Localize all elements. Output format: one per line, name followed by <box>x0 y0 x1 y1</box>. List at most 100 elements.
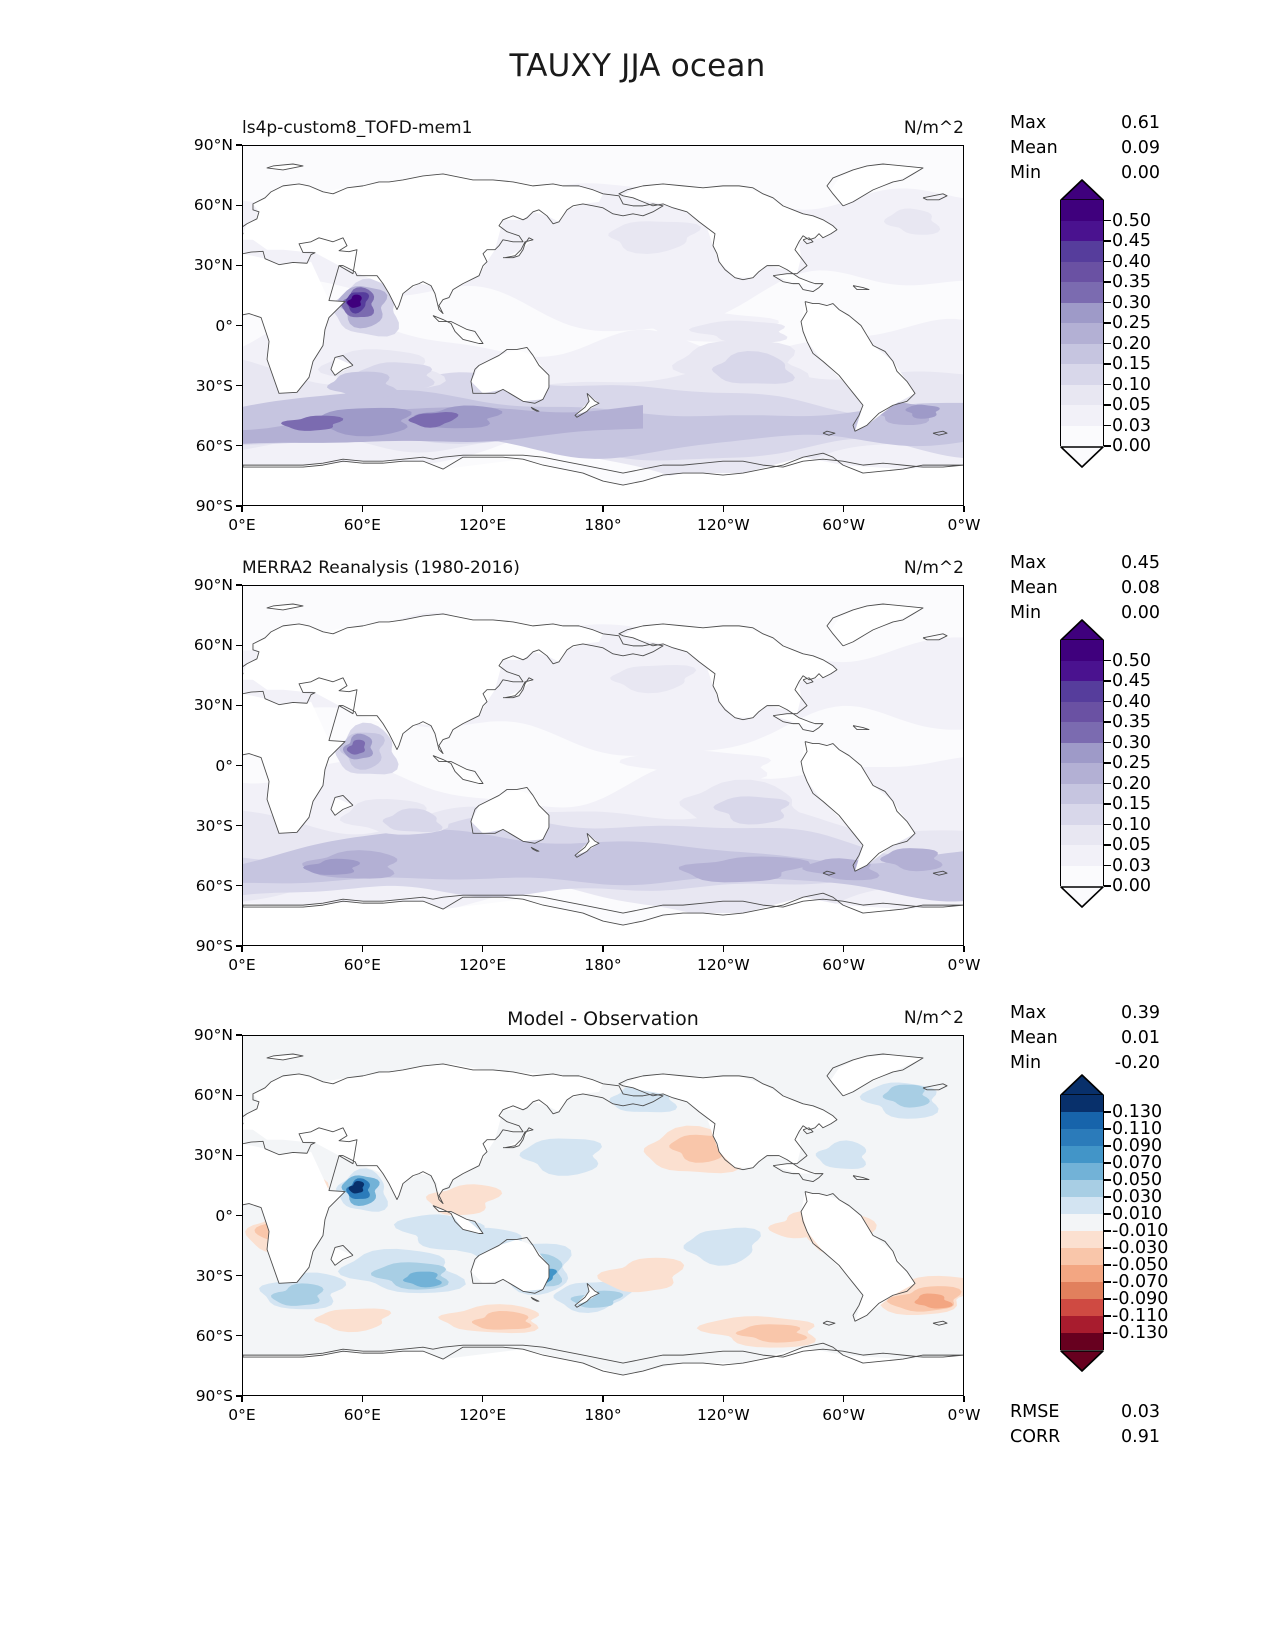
map-plot-observation <box>242 585 964 946</box>
x-tick-label: 60°W <box>822 1406 866 1424</box>
colorbar-tick-label: 0.50 <box>1112 650 1151 671</box>
stat-value: 0.45 <box>1121 553 1160 573</box>
colorbar-tick-label: 0.00 <box>1112 876 1151 896</box>
colorbar-tick-label: -0.090 <box>1112 1289 1169 1309</box>
colorbar-tick-mark <box>1104 1196 1111 1198</box>
stat-label: Min <box>1010 1053 1042 1073</box>
stat-value: 0.01 <box>1121 1028 1160 1048</box>
colorbar-tick-mark <box>1104 1230 1111 1232</box>
x-tick-mark <box>361 946 363 952</box>
colorbar-segment <box>1061 343 1103 364</box>
stat-value: 0.00 <box>1121 603 1160 623</box>
panel-title-observation: MERRA2 Reanalysis (1980-2016) <box>242 558 520 578</box>
score-value: 0.03 <box>1121 1402 1160 1422</box>
colorbar-tick-label: 0.30 <box>1112 732 1151 753</box>
x-tick-mark <box>361 1396 363 1402</box>
colorbar-tick-label: 0.03 <box>1112 855 1151 876</box>
y-tick-mark <box>236 825 242 827</box>
colorbar-tick-mark <box>1104 762 1111 764</box>
x-tick-mark <box>482 946 484 952</box>
y-tick-label: 30°N <box>193 696 233 715</box>
y-tick-label: 90°S <box>195 497 233 515</box>
colorbar-tick-mark <box>1104 680 1111 682</box>
colorbar-tick-label: 0.110 <box>1112 1119 1163 1139</box>
x-tick-mark <box>241 506 243 512</box>
colorbar-tick-label: 0.05 <box>1112 395 1151 415</box>
stat-value: -0.20 <box>1114 1053 1160 1073</box>
colorbar-tick-mark <box>1104 1179 1111 1181</box>
stat-row: Mean 0.08 <box>1010 578 1160 603</box>
x-tick-mark <box>722 1396 724 1402</box>
colorbar-tick-label: 0.45 <box>1112 231 1151 251</box>
colorbar-segment <box>1061 282 1103 303</box>
colorbar-bottom-cap <box>1060 446 1104 468</box>
colorbar-extend-max-arrow <box>1060 619 1104 641</box>
colorbar-tick-label: 0.10 <box>1112 814 1151 835</box>
stat-label: Max <box>1010 553 1047 573</box>
x-tick-label: 0°E <box>228 1406 256 1424</box>
colorbar-tick-mark <box>1104 219 1111 222</box>
colorbar-segment <box>1061 1146 1103 1163</box>
colorbar-tick-mark <box>1104 1298 1111 1300</box>
colorbar-segment <box>1061 1112 1103 1129</box>
stats-block-difference: Max 0.39 Mean 0.01 Min -0.20 <box>1010 1003 1160 1078</box>
colorbar-segment <box>1061 425 1103 446</box>
colorbar-segment <box>1061 323 1103 344</box>
stat-label: Max <box>1010 113 1047 133</box>
stat-label: Mean <box>1010 138 1058 158</box>
x-tick-mark <box>361 506 363 512</box>
colorbar-tick-mark <box>1104 844 1111 846</box>
stat-value: 0.08 <box>1121 578 1160 598</box>
colorbar-segment <box>1061 804 1103 825</box>
colorbar-tick-label: 0.35 <box>1112 272 1151 292</box>
score-row: RMSE 0.03 <box>1010 1402 1160 1427</box>
colorbar-segment <box>1061 640 1103 661</box>
colorbar-segment <box>1061 1231 1103 1248</box>
x-tick-label: 0°E <box>228 516 256 534</box>
y-tick-label: 60°N <box>193 636 233 655</box>
y-tick-label: 0° <box>215 756 233 775</box>
colorbar-tick-label: 0.50 <box>1112 210 1151 231</box>
colorbar-tick-label: 0.03 <box>1112 415 1151 436</box>
x-tick-mark <box>843 946 845 952</box>
colorbar-tick-mark <box>1104 1111 1111 1113</box>
colorbar-segment <box>1061 1248 1103 1265</box>
colorbar-segment <box>1061 1265 1103 1282</box>
x-tick-mark <box>963 946 965 952</box>
colorbar-tick-label: 0.070 <box>1112 1153 1163 1173</box>
colorbar-tick-label: 0.10 <box>1112 374 1151 395</box>
x-tick-label: 60°W <box>822 516 866 534</box>
colorbar-segment <box>1061 302 1103 323</box>
stat-row: Mean 0.09 <box>1010 138 1160 163</box>
x-tick-label: 180° <box>584 1406 622 1424</box>
x-tick-mark <box>241 946 243 952</box>
colorbar-tick-mark <box>1104 1315 1111 1317</box>
stat-value: 0.61 <box>1121 113 1160 133</box>
colorbar-tick-label: 0.20 <box>1112 333 1151 354</box>
colorbar-gradient <box>1060 1095 1104 1350</box>
colorbar-segment <box>1061 722 1103 743</box>
score-row: CORR 0.91 <box>1010 1427 1160 1452</box>
y-tick-mark <box>236 1094 242 1096</box>
colorbar-tick-mark <box>1104 322 1111 324</box>
colorbar-segment <box>1061 384 1103 405</box>
colorbar-tick-label: 0.010 <box>1112 1204 1163 1224</box>
y-tick-mark <box>236 1335 242 1337</box>
y-tick-mark <box>236 144 242 146</box>
colorbar-tick-label: 0.20 <box>1112 773 1151 794</box>
colorbar-bottom-cap <box>1060 886 1104 908</box>
colorbar-tick-mark <box>1104 342 1111 345</box>
colorbar-tick-mark <box>1104 383 1111 386</box>
stat-value: 0.09 <box>1121 138 1160 158</box>
stat-value: 0.39 <box>1121 1003 1160 1023</box>
colorbar-segment <box>1061 742 1103 763</box>
colorbar-tick-mark <box>1104 1264 1111 1266</box>
x-tick-label: 0°W <box>947 956 981 974</box>
stat-label: Min <box>1010 163 1042 183</box>
x-tick-label: 0°W <box>947 1406 981 1424</box>
colorbar-tick-mark <box>1104 721 1111 723</box>
x-tick-mark <box>963 506 965 512</box>
x-tick-label: 0°E <box>228 956 256 974</box>
colorbar-segment <box>1061 845 1103 866</box>
x-tick-label: 120°E <box>459 516 507 534</box>
